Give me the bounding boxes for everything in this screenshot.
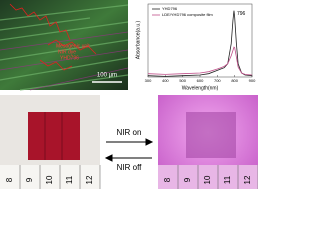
micrograph: Mesogenic unit NIR dye YHD796 100 µm: [0, 0, 129, 91]
ruler-label: 10: [45, 175, 54, 184]
ruler-label: 9: [183, 177, 192, 182]
x-axis-title: Wavelength(nm): [182, 85, 219, 91]
x-tick-label: 400: [162, 78, 169, 83]
molecule: [9, 3, 97, 71]
x-tick-label: 300: [145, 78, 152, 83]
spectrum-chart: Wavelength(nm) Absorbance(a.u.) 300 400 50…: [135, 3, 256, 91]
micrograph-label: Mesogenic unit: [56, 43, 90, 49]
series-line: [147, 10, 253, 77]
x-tick-label: 500: [179, 78, 186, 83]
arrows: [104, 138, 154, 162]
figure: Mesogenic unit NIR dye YHD796 100 µm Wav…: [0, 0, 258, 189]
micrograph-label: NIR dye: [58, 49, 76, 55]
arrow-label: NIR on: [117, 128, 142, 137]
legend-label: LDE/YHD796 composite film: [162, 12, 213, 17]
arrow-label: NIR off: [117, 163, 143, 172]
x-tick-label: 700: [214, 78, 221, 83]
ruler-label: 11: [65, 175, 74, 184]
x-tick-label: 900: [249, 78, 256, 83]
x-tick-label: 800: [231, 78, 238, 83]
ruler-label: 11: [223, 175, 232, 184]
annotation: 796: [237, 11, 246, 17]
micrograph-label: YHD796: [60, 55, 79, 61]
ruler-label: 8: [5, 177, 14, 182]
photo-before: [0, 95, 100, 189]
legend-label: YHD796: [162, 6, 178, 11]
ruler-label: 12: [85, 175, 94, 184]
ruler-label: 8: [163, 177, 172, 182]
photo-after: [158, 95, 258, 189]
series-line: [147, 46, 253, 76]
scale-label: 100 µm: [97, 73, 117, 79]
ruler-label: 12: [243, 175, 252, 184]
y-axis-title: Absorbance(a.u.): [135, 20, 141, 59]
x-tick-label: 600: [197, 78, 204, 83]
ruler-label: 10: [203, 175, 212, 184]
ruler-label: 9: [25, 177, 34, 182]
